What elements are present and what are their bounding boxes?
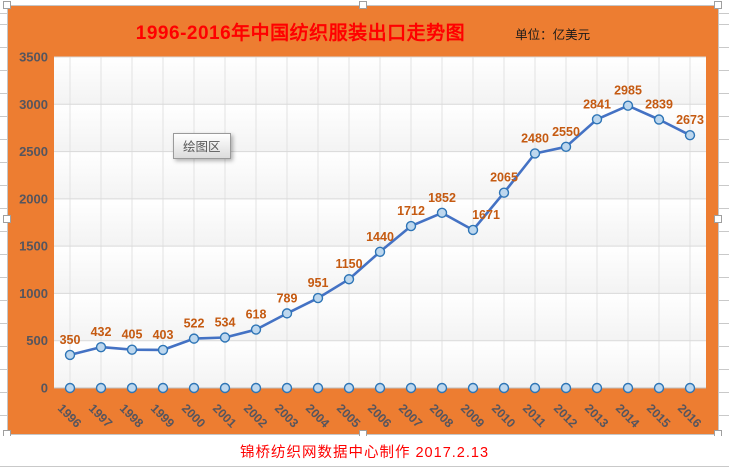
svg-text:1712: 1712 xyxy=(397,204,425,218)
svg-text:2985: 2985 xyxy=(614,84,642,98)
svg-text:789: 789 xyxy=(277,291,298,305)
resize-handle-top-center[interactable] xyxy=(359,1,367,9)
svg-text:1000: 1000 xyxy=(19,286,48,301)
plot-area-tooltip-label: 绘图区 xyxy=(183,140,221,154)
svg-text:2015: 2015 xyxy=(644,401,673,430)
svg-text:3500: 3500 xyxy=(19,50,48,65)
svg-text:3000: 3000 xyxy=(19,97,48,112)
svg-text:951: 951 xyxy=(308,276,329,290)
svg-text:1500: 1500 xyxy=(19,239,48,254)
resize-handle-middle-left[interactable] xyxy=(3,215,11,223)
svg-text:1999: 1999 xyxy=(148,401,177,430)
svg-text:2012: 2012 xyxy=(551,401,580,430)
svg-text:2000: 2000 xyxy=(179,401,208,430)
footer-bar: 锦桥纺织网数据中心制作 2017.2.13 xyxy=(0,436,729,467)
svg-text:2016: 2016 xyxy=(675,401,704,430)
resize-handle-middle-right[interactable] xyxy=(714,215,722,223)
svg-text:2673: 2673 xyxy=(676,113,704,127)
svg-text:2008: 2008 xyxy=(427,401,456,430)
plot-area-tooltip: 绘图区 xyxy=(173,133,231,159)
svg-text:1440: 1440 xyxy=(366,230,394,244)
svg-text:2011: 2011 xyxy=(520,401,549,430)
svg-text:2841: 2841 xyxy=(583,97,611,111)
svg-text:2004: 2004 xyxy=(303,401,332,430)
svg-text:2065: 2065 xyxy=(490,171,518,185)
svg-text:2000: 2000 xyxy=(19,191,48,206)
resize-handle-top-left[interactable] xyxy=(3,1,11,9)
svg-text:2006: 2006 xyxy=(365,401,394,430)
trend-line-chart[interactable]: 3500 3000 2500 2000 1500 1000 500 0 350 432 405 403… xyxy=(8,6,718,434)
worksheet-right-strip xyxy=(719,0,729,471)
footer-credit: 锦桥纺织网数据中心制作 2017.2.13 xyxy=(239,444,490,461)
svg-text:2013: 2013 xyxy=(582,401,611,430)
resize-handle-top-right[interactable] xyxy=(714,1,722,9)
svg-text:350: 350 xyxy=(60,333,81,347)
unit-label[interactable]: 单位：亿美元 xyxy=(515,28,591,42)
svg-text:2010: 2010 xyxy=(489,401,518,430)
svg-text:522: 522 xyxy=(184,317,205,331)
svg-text:2014: 2014 xyxy=(613,401,642,430)
svg-text:500: 500 xyxy=(26,333,48,348)
svg-text:0: 0 xyxy=(41,381,48,396)
svg-text:432: 432 xyxy=(91,325,112,339)
chart-title[interactable]: 1996-2016年中国纺织服装出口走势图 xyxy=(135,23,466,44)
svg-text:1671: 1671 xyxy=(472,208,500,222)
svg-text:1997: 1997 xyxy=(86,401,115,430)
svg-text:2007: 2007 xyxy=(396,401,425,430)
svg-text:2003: 2003 xyxy=(272,401,301,430)
svg-text:2002: 2002 xyxy=(241,401,270,430)
svg-text:2500: 2500 xyxy=(19,144,48,159)
chart-header: 1996-2016年中国纺织服装出口走势图 单位：亿美元 xyxy=(8,18,718,45)
svg-text:2005: 2005 xyxy=(334,401,363,430)
svg-text:2550: 2550 xyxy=(552,125,580,139)
svg-text:618: 618 xyxy=(246,308,267,322)
svg-text:1998: 1998 xyxy=(117,401,146,430)
svg-text:1852: 1852 xyxy=(428,191,456,205)
svg-text:2839: 2839 xyxy=(645,98,673,112)
svg-text:2480: 2480 xyxy=(521,131,549,145)
svg-text:1996: 1996 xyxy=(55,401,84,430)
svg-text:405: 405 xyxy=(122,328,143,342)
svg-text:534: 534 xyxy=(215,315,236,329)
svg-text:2001: 2001 xyxy=(210,401,239,430)
chart-object[interactable]: 1996-2016年中国纺织服装出口走势图 单位：亿美元 3500 3000 250… xyxy=(7,5,719,435)
svg-text:2009: 2009 xyxy=(458,401,487,430)
svg-text:1150: 1150 xyxy=(335,257,362,271)
svg-text:403: 403 xyxy=(153,328,174,342)
worksheet-left-strip xyxy=(0,0,7,471)
